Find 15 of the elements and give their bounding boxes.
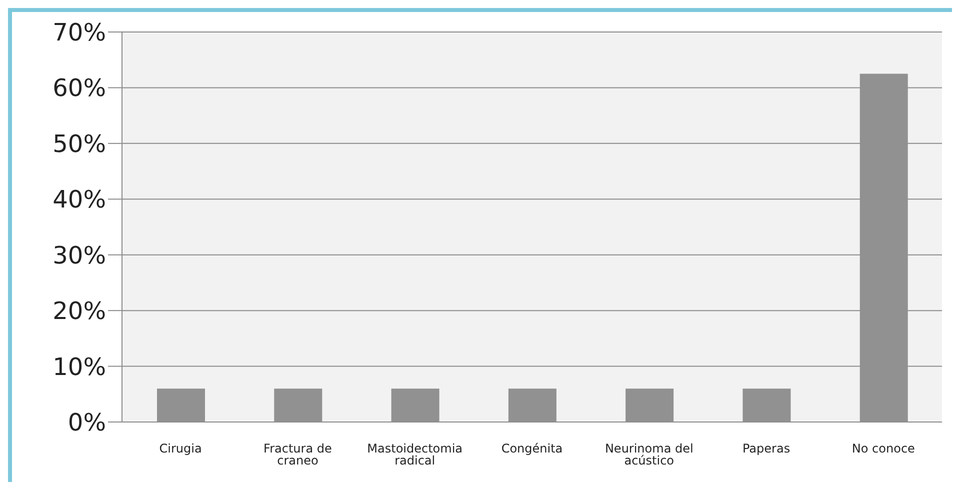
y-tick-label: 50% [52,130,106,158]
y-tick-label: 70% [52,18,106,47]
x-tick-label: No conoce [852,442,915,456]
y-tick-label: 20% [52,297,106,326]
y-tick-label: 60% [52,74,106,102]
y-tick-label: 10% [52,352,106,381]
x-tick-label: Paperas [742,442,790,456]
y-tick-label: 0% [68,408,106,437]
x-tick-label: Congénita [501,442,563,456]
x-tick-label: Cirugia [159,442,202,456]
y-tick-label: 30% [52,241,106,270]
x-tick-label: Neurinoma del acústico [604,442,694,468]
y-tick-label: 40% [52,186,106,214]
x-tick-label: Fractura de craneo [264,442,332,468]
x-tick-label: Mastoidectomia radical [367,442,463,468]
